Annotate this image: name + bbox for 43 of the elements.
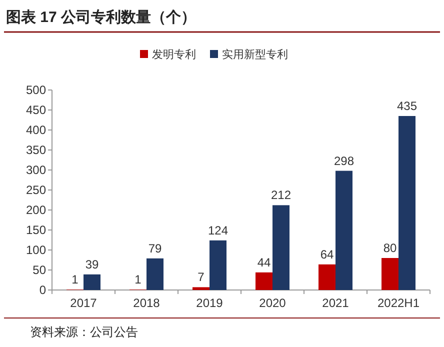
data-label: 79 [148,241,162,256]
chart-title: 图表 17 公司专利数量（个） [6,9,196,26]
y-tick-label: 0 [39,283,46,297]
y-tick-label: 150 [26,223,46,237]
x-tick-label: 2021 [322,296,350,310]
data-label: 64 [320,247,334,262]
data-label: 7 [198,270,205,284]
data-label: 1 [72,272,79,287]
legend-label: 实用新型专利 [222,48,288,61]
bar [336,170,352,290]
y-tick-label: 50 [32,263,46,277]
bar [272,205,290,290]
bar [84,274,100,290]
y-tick-label: 300 [26,163,46,177]
data-label: 44 [257,255,271,270]
bar [318,264,336,290]
x-tick-label: 2022H1 [377,296,420,310]
legend-label: 发明专利 [152,48,196,61]
y-tick-label: 100 [26,243,46,257]
x-tick-label: 2020 [259,296,286,310]
y-tick-label: 250 [26,183,46,197]
bar [256,272,272,290]
data-label: 298 [334,154,354,168]
bar [210,240,226,290]
bar [192,287,210,290]
data-label: 435 [396,99,418,113]
data-label: 212 [270,188,292,202]
text: 资料来源：公司公告 [30,325,138,339]
y-tick-label: 200 [26,203,46,217]
x-tick-label: 2018 [133,296,160,310]
data-label: 39 [85,257,99,272]
y-tick-label: 350 [26,143,46,157]
y-tick-label: 450 [26,103,46,117]
bar [146,258,164,290]
y-tick-label: 500 [26,83,46,97]
data-label: 124 [208,223,228,238]
data-label: 1 [134,272,142,287]
y-tick-label: 400 [26,123,46,137]
x-tick-label: 2019 [196,296,224,310]
x-tick-label: 2017 [70,296,98,310]
bar [382,258,398,290]
data-label: 80 [383,241,397,255]
bar [398,116,416,290]
